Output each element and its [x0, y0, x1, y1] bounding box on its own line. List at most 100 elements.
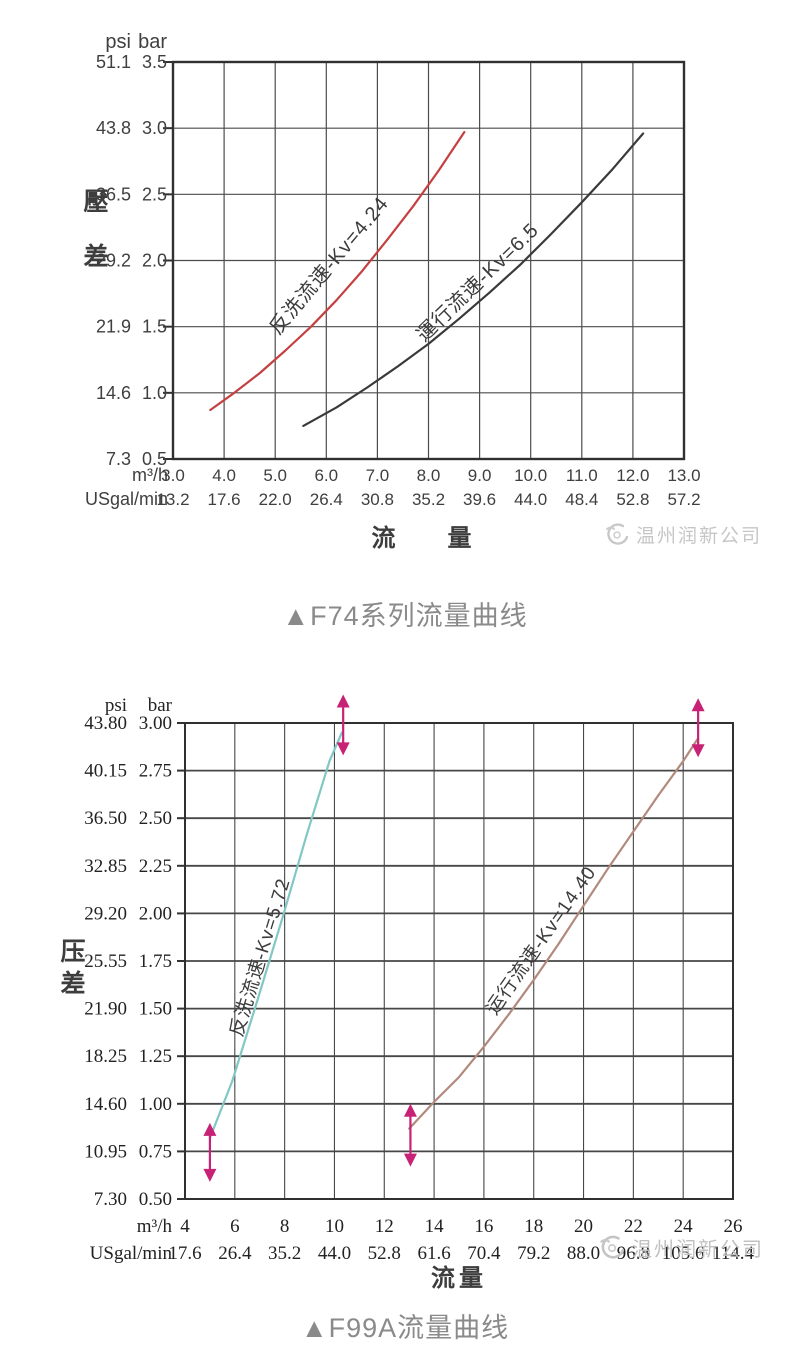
plot-border: [184, 722, 734, 1200]
x-tick-label-m3h: 9.0: [468, 466, 492, 485]
y-tick-label-bar: 1.25: [139, 1046, 172, 1067]
x-tick-label-usgal: 39.6: [463, 490, 496, 509]
x-tick-label-usgal: 44.0: [514, 490, 547, 509]
x-tick-label-m3h: 4: [180, 1216, 190, 1237]
arrow-down-head: [203, 1168, 217, 1182]
x-tick-label-m3h: 11.0: [566, 466, 598, 485]
y-tick-label-bar: 1.00: [139, 1094, 172, 1115]
watermark-text: 温州润新公司: [636, 525, 763, 547]
x-tick-label-m3h: 8.0: [417, 466, 441, 485]
range-arrow: [203, 1122, 217, 1182]
y-unit-bar: bar: [138, 31, 167, 53]
y-unit-bar: bar: [148, 695, 173, 716]
series-curve: [209, 131, 466, 412]
x-tick-label-usgal: 88.0: [567, 1243, 600, 1264]
x-tick-label-m3h: 12: [375, 1216, 394, 1237]
y-tick-label-bar: 0.50: [139, 1189, 172, 1210]
arrow-up-head: [336, 694, 350, 708]
y-axis-title-f74: 壓差: [80, 188, 108, 298]
y-tick-label-bar: 1.75: [139, 951, 172, 972]
watermark: 温州润新公司: [596, 1232, 764, 1262]
y-tick-label-psi: 7.3: [106, 449, 131, 469]
x-tick-label-usgal: 48.4: [565, 490, 598, 509]
y-tick-label-psi: 29.20: [84, 903, 127, 924]
arrow-up-head: [403, 1103, 417, 1117]
y-tick-label-psi: 10.95: [84, 1141, 127, 1162]
x-tick-label-m3h: 16: [474, 1216, 493, 1237]
x-tick-label-usgal: 44.0: [318, 1243, 351, 1264]
arrow-down-head: [691, 744, 705, 758]
y-unit-psi: psi: [105, 695, 127, 716]
range-arrow: [403, 1103, 417, 1167]
y-axis-title-f99a: 压差: [57, 938, 84, 1002]
x-axis-title-f99a: 流量: [431, 1265, 487, 1292]
x-tick-label-usgal: 35.2: [412, 490, 445, 509]
series-curve: [302, 132, 645, 427]
watermark-text: 温州润新公司: [632, 1238, 764, 1261]
x-tick-label-m3h: 10.0: [514, 466, 547, 485]
x-tick-label-m3h: 22: [624, 1216, 643, 1237]
y-tick-label-psi: 43.80: [84, 713, 127, 734]
x-tick-label-usgal: 17.6: [168, 1243, 201, 1264]
x-unit-m3h: m³/h: [132, 465, 168, 485]
series-curve: [208, 731, 343, 1140]
y-unit-psi: psi: [105, 31, 131, 53]
x-tick-label-usgal: 30.8: [361, 490, 394, 509]
y-tick-label-psi: 25.55: [84, 951, 127, 972]
y-tick-label-psi: 36.50: [84, 808, 127, 829]
x-axis-title-f74: 流 量: [371, 525, 486, 552]
y-tick-label-psi: 7.30: [94, 1189, 127, 1210]
x-tick-label-m3h: 4.0: [212, 466, 236, 485]
arrow-down-head: [403, 1153, 417, 1167]
x-unit-usgal: USgal/min: [90, 1243, 173, 1264]
x-tick-label-m3h: 18: [524, 1216, 543, 1237]
x-tick-label-usgal: 52.8: [616, 490, 649, 509]
x-tick-label-m3h: 12.0: [616, 466, 649, 485]
watermark: 温州润新公司: [602, 520, 762, 548]
company-logo-icon: [600, 1235, 625, 1259]
range-arrow: [691, 698, 705, 758]
caption-f74: ▲F74系列流量曲线: [282, 601, 528, 631]
y-tick-label-bar: 2.0: [142, 251, 167, 271]
y-tick-label-psi: 36.5: [96, 184, 131, 204]
y-tick-label-psi: 18.25: [84, 1046, 127, 1067]
y-tick-label-bar: 2.25: [139, 856, 172, 877]
x-tick-label-usgal: 13.2: [156, 490, 189, 509]
x-tick-label-usgal: 35.2: [268, 1243, 301, 1264]
y-tick-label-bar: 2.5: [142, 184, 167, 204]
x-tick-label-m3h: 6: [230, 1216, 240, 1237]
y-tick-label-psi: 29.2: [96, 251, 131, 271]
x-tick-label-usgal: 57.2: [667, 490, 700, 509]
x-tick-label-m3h: 3.0: [161, 466, 185, 485]
y-tick-label-psi: 14.60: [84, 1094, 127, 1115]
x-tick-label-m3h: 7.0: [366, 466, 390, 485]
y-tick-label-bar: 3.5: [142, 52, 167, 72]
y-tick-label-psi: 51.1: [96, 52, 131, 72]
x-tick-label-usgal: 79.2: [517, 1243, 550, 1264]
x-tick-label-m3h: 24: [674, 1216, 694, 1237]
y-tick-label-bar: 3.00: [139, 713, 172, 734]
y-tick-label-bar: 3.0: [142, 118, 167, 138]
x-tick-label-m3h: 8: [280, 1216, 290, 1237]
x-unit-usgal: USgal/min: [85, 489, 168, 509]
y-tick-label-bar: 0.75: [139, 1141, 172, 1162]
x-tick-label-m3h: 26: [724, 1216, 743, 1237]
y-tick-label-bar: 0.5: [142, 449, 167, 469]
y-tick-label-psi: 21.9: [96, 317, 131, 337]
y-tick-label-bar: 1.5: [142, 317, 167, 337]
x-tick-label-usgal: 17.6: [208, 490, 241, 509]
x-tick-label-m3h: 14: [425, 1216, 445, 1237]
arrow-down-head: [336, 742, 350, 756]
x-tick-label-usgal: 26.4: [218, 1243, 252, 1264]
x-unit-m3h: m³/h: [137, 1216, 173, 1237]
x-tick-label-usgal: 105.6: [662, 1243, 705, 1264]
company-logo-icon: [606, 523, 629, 545]
y-tick-label-bar: 2.50: [139, 808, 172, 829]
series-label: 运行流速-Kv=14.40: [482, 862, 601, 1019]
x-tick-label-m3h: 6.0: [314, 466, 338, 485]
x-tick-label-usgal: 70.4: [467, 1243, 501, 1264]
x-tick-label-m3h: 5.0: [263, 466, 287, 485]
arrow-up-head: [203, 1122, 217, 1136]
